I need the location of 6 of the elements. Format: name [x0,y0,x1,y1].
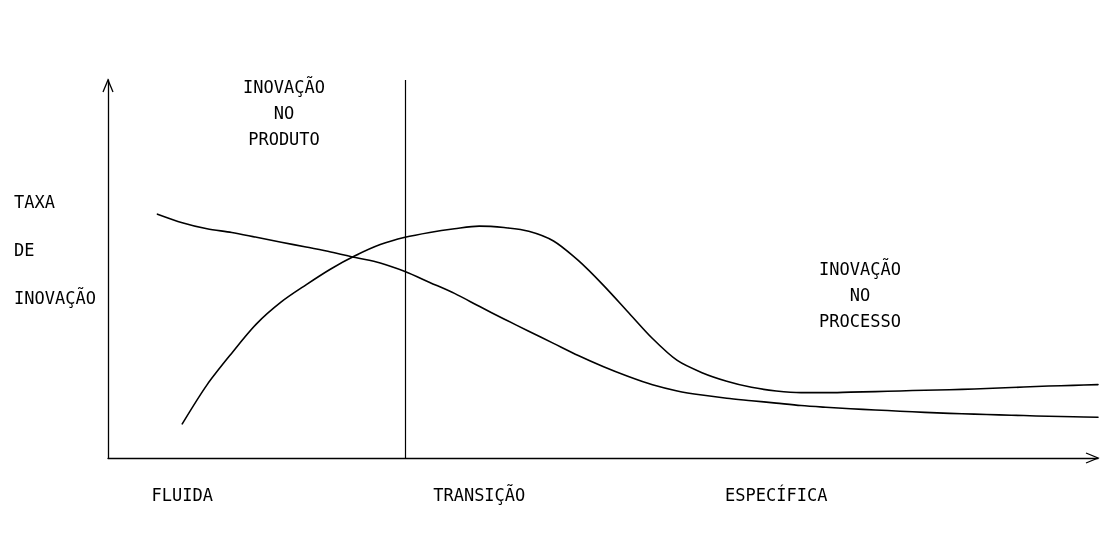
annotation: INOVAÇÃO NO PROCESSO [819,258,901,331]
x-tick-label: ESPECÍFICA [725,483,828,505]
x-tick-label: TRANSIÇÃO [433,483,526,505]
text: TAXA DE INOVAÇÃO [14,192,96,308]
text: INOVAÇÃO NO PRODUTO [243,76,325,149]
x-tick-label: FLUIDA [151,484,213,505]
